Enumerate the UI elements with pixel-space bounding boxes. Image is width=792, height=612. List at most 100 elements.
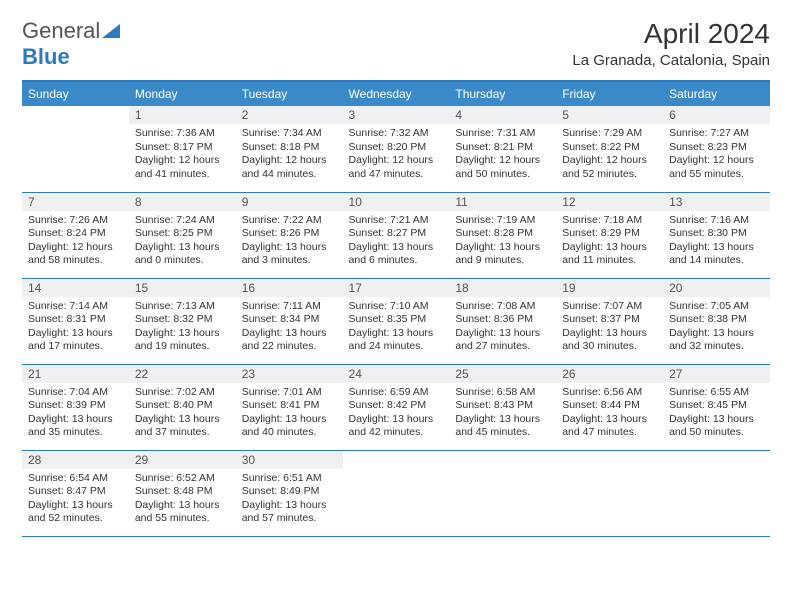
day-details: Sunrise: 7:01 AMSunset: 8:41 PMDaylight:…: [236, 383, 343, 445]
calendar-day-cell: ..: [663, 450, 770, 536]
calendar-day-cell: 23Sunrise: 7:01 AMSunset: 8:41 PMDayligh…: [236, 364, 343, 450]
day-number: 6: [663, 106, 770, 124]
sunrise-text: Sunrise: 7:31 AM: [455, 127, 550, 141]
day-details: Sunrise: 7:08 AMSunset: 8:36 PMDaylight:…: [449, 297, 556, 359]
day-details: Sunrise: 7:22 AMSunset: 8:26 PMDaylight:…: [236, 211, 343, 273]
daylight-text: Daylight: 13 hours and 55 minutes.: [135, 499, 230, 526]
day-number: 13: [663, 193, 770, 211]
calendar-day-cell: 7Sunrise: 7:26 AMSunset: 8:24 PMDaylight…: [22, 192, 129, 278]
sunset-text: Sunset: 8:34 PM: [242, 313, 337, 327]
calendar-day-cell: 16Sunrise: 7:11 AMSunset: 8:34 PMDayligh…: [236, 278, 343, 364]
day-number: 11: [449, 193, 556, 211]
day-details: Sunrise: 7:02 AMSunset: 8:40 PMDaylight:…: [129, 383, 236, 445]
day-number: 19: [556, 279, 663, 297]
sunrise-text: Sunrise: 7:36 AM: [135, 127, 230, 141]
sunrise-text: Sunrise: 7:13 AM: [135, 300, 230, 314]
sunset-text: Sunset: 8:27 PM: [349, 227, 444, 241]
sunset-text: Sunset: 8:26 PM: [242, 227, 337, 241]
calendar-day-cell: 25Sunrise: 6:58 AMSunset: 8:43 PMDayligh…: [449, 364, 556, 450]
sunset-text: Sunset: 8:25 PM: [135, 227, 230, 241]
daylight-text: Daylight: 13 hours and 32 minutes.: [669, 327, 764, 354]
logo-word1: General: [22, 18, 100, 43]
day-details: Sunrise: 7:11 AMSunset: 8:34 PMDaylight:…: [236, 297, 343, 359]
location-label: La Granada, Catalonia, Spain: [572, 52, 770, 69]
daylight-text: Daylight: 13 hours and 6 minutes.: [349, 241, 444, 268]
daylight-text: Daylight: 13 hours and 35 minutes.: [28, 413, 123, 440]
day-details: Sunrise: 7:13 AMSunset: 8:32 PMDaylight:…: [129, 297, 236, 359]
calendar-week-row: ..1Sunrise: 7:36 AMSunset: 8:17 PMDaylig…: [22, 106, 770, 192]
sunrise-text: Sunrise: 7:26 AM: [28, 214, 123, 228]
calendar-day-cell: 22Sunrise: 7:02 AMSunset: 8:40 PMDayligh…: [129, 364, 236, 450]
day-details: Sunrise: 7:36 AMSunset: 8:17 PMDaylight:…: [129, 124, 236, 186]
logo-text: General Blue: [22, 18, 120, 70]
calendar-week-row: 28Sunrise: 6:54 AMSunset: 8:47 PMDayligh…: [22, 450, 770, 536]
calendar-day-cell: 18Sunrise: 7:08 AMSunset: 8:36 PMDayligh…: [449, 278, 556, 364]
sunset-text: Sunset: 8:17 PM: [135, 141, 230, 155]
sunrise-text: Sunrise: 7:16 AM: [669, 214, 764, 228]
daylight-text: Daylight: 13 hours and 37 minutes.: [135, 413, 230, 440]
sunset-text: Sunset: 8:18 PM: [242, 141, 337, 155]
daylight-text: Daylight: 13 hours and 22 minutes.: [242, 327, 337, 354]
sunset-text: Sunset: 8:24 PM: [28, 227, 123, 241]
daylight-text: Daylight: 12 hours and 41 minutes.: [135, 154, 230, 181]
calendar-day-cell: 3Sunrise: 7:32 AMSunset: 8:20 PMDaylight…: [343, 106, 450, 192]
sunset-text: Sunset: 8:42 PM: [349, 399, 444, 413]
sunrise-text: Sunrise: 7:01 AM: [242, 386, 337, 400]
sunrise-text: Sunrise: 6:58 AM: [455, 386, 550, 400]
day-details: Sunrise: 7:31 AMSunset: 8:21 PMDaylight:…: [449, 124, 556, 186]
sunrise-text: Sunrise: 7:14 AM: [28, 300, 123, 314]
daylight-text: Daylight: 13 hours and 24 minutes.: [349, 327, 444, 354]
day-number: 5: [556, 106, 663, 124]
day-details: Sunrise: 7:29 AMSunset: 8:22 PMDaylight:…: [556, 124, 663, 186]
day-number: 27: [663, 365, 770, 383]
sunset-text: Sunset: 8:22 PM: [562, 141, 657, 155]
sunset-text: Sunset: 8:45 PM: [669, 399, 764, 413]
day-number: 14: [22, 279, 129, 297]
day-number: 24: [343, 365, 450, 383]
calendar-week-row: 21Sunrise: 7:04 AMSunset: 8:39 PMDayligh…: [22, 364, 770, 450]
logo-triangle-icon: [102, 18, 120, 44]
daylight-text: Daylight: 12 hours and 50 minutes.: [455, 154, 550, 181]
daylight-text: Daylight: 13 hours and 45 minutes.: [455, 413, 550, 440]
calendar-day-cell: 19Sunrise: 7:07 AMSunset: 8:37 PMDayligh…: [556, 278, 663, 364]
weekday-header: Monday: [129, 81, 236, 106]
weekday-header: Saturday: [663, 81, 770, 106]
day-details: Sunrise: 7:21 AMSunset: 8:27 PMDaylight:…: [343, 211, 450, 273]
daylight-text: Daylight: 13 hours and 11 minutes.: [562, 241, 657, 268]
day-number: 23: [236, 365, 343, 383]
sunset-text: Sunset: 8:38 PM: [669, 313, 764, 327]
sunrise-text: Sunrise: 7:22 AM: [242, 214, 337, 228]
sunset-text: Sunset: 8:30 PM: [669, 227, 764, 241]
sunset-text: Sunset: 8:39 PM: [28, 399, 123, 413]
calendar-day-cell: 29Sunrise: 6:52 AMSunset: 8:48 PMDayligh…: [129, 450, 236, 536]
day-details: Sunrise: 7:16 AMSunset: 8:30 PMDaylight:…: [663, 211, 770, 273]
weekday-header: Wednesday: [343, 81, 450, 106]
sunrise-text: Sunrise: 7:11 AM: [242, 300, 337, 314]
calendar-day-cell: 8Sunrise: 7:24 AMSunset: 8:25 PMDaylight…: [129, 192, 236, 278]
day-number: 26: [556, 365, 663, 383]
sunrise-text: Sunrise: 7:08 AM: [455, 300, 550, 314]
day-details: Sunrise: 6:52 AMSunset: 8:48 PMDaylight:…: [129, 469, 236, 531]
calendar-day-cell: 27Sunrise: 6:55 AMSunset: 8:45 PMDayligh…: [663, 364, 770, 450]
daylight-text: Daylight: 13 hours and 19 minutes.: [135, 327, 230, 354]
day-number: 1: [129, 106, 236, 124]
sunset-text: Sunset: 8:20 PM: [349, 141, 444, 155]
day-number: 12: [556, 193, 663, 211]
daylight-text: Daylight: 13 hours and 57 minutes.: [242, 499, 337, 526]
calendar-week-row: 14Sunrise: 7:14 AMSunset: 8:31 PMDayligh…: [22, 278, 770, 364]
calendar-day-cell: 14Sunrise: 7:14 AMSunset: 8:31 PMDayligh…: [22, 278, 129, 364]
weekday-header-row: Sunday Monday Tuesday Wednesday Thursday…: [22, 81, 770, 106]
sunset-text: Sunset: 8:48 PM: [135, 485, 230, 499]
logo-word2: Blue: [22, 44, 70, 69]
daylight-text: Daylight: 13 hours and 14 minutes.: [669, 241, 764, 268]
calendar-day-cell: 30Sunrise: 6:51 AMSunset: 8:49 PMDayligh…: [236, 450, 343, 536]
day-details: Sunrise: 6:54 AMSunset: 8:47 PMDaylight:…: [22, 469, 129, 531]
calendar-day-cell: 6Sunrise: 7:27 AMSunset: 8:23 PMDaylight…: [663, 106, 770, 192]
daylight-text: Daylight: 13 hours and 47 minutes.: [562, 413, 657, 440]
daylight-text: Daylight: 12 hours and 58 minutes.: [28, 241, 123, 268]
day-details: Sunrise: 7:05 AMSunset: 8:38 PMDaylight:…: [663, 297, 770, 359]
calendar-day-cell: ..: [556, 450, 663, 536]
page-title: April 2024: [572, 18, 770, 50]
calendar-day-cell: 21Sunrise: 7:04 AMSunset: 8:39 PMDayligh…: [22, 364, 129, 450]
day-number: 2: [236, 106, 343, 124]
